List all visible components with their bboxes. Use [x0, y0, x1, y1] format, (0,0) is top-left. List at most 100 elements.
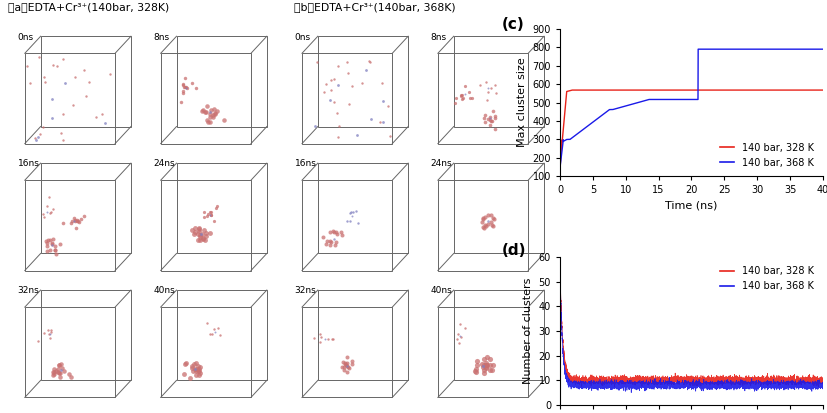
Point: [489, 125, 502, 132]
Point: [456, 92, 469, 98]
Y-axis label: Max cluster size: Max cluster size: [517, 58, 527, 147]
Point: [478, 361, 491, 368]
Point: [483, 362, 496, 368]
Point: [336, 358, 349, 365]
Text: 24ns: 24ns: [431, 159, 452, 169]
Point: [323, 242, 337, 248]
Point: [319, 81, 332, 88]
Point: [201, 320, 214, 326]
Point: [201, 211, 214, 218]
Point: [451, 330, 464, 337]
Point: [67, 102, 80, 109]
Point: [489, 114, 502, 121]
Point: [486, 223, 500, 230]
Point: [191, 237, 204, 244]
Point: [194, 236, 207, 243]
Point: [490, 90, 503, 97]
Point: [463, 94, 476, 101]
Point: [324, 77, 337, 83]
Point: [189, 85, 203, 92]
Point: [318, 335, 331, 342]
Point: [199, 229, 213, 236]
Point: [319, 241, 332, 247]
Point: [203, 330, 217, 337]
Point: [203, 109, 217, 115]
Point: [324, 229, 337, 236]
Point: [50, 368, 63, 375]
Text: 40ns: 40ns: [153, 286, 175, 295]
Point: [70, 218, 84, 225]
Point: [46, 62, 60, 68]
Point: [323, 237, 337, 244]
Point: [189, 360, 203, 366]
Point: [471, 362, 484, 368]
Point: [345, 357, 358, 364]
Point: [324, 87, 337, 93]
Point: [476, 215, 490, 221]
Point: [363, 58, 376, 64]
Point: [345, 213, 358, 220]
Point: [198, 209, 211, 215]
Text: 0ns: 0ns: [17, 33, 34, 42]
Point: [341, 354, 354, 361]
Point: [179, 360, 193, 367]
Point: [185, 365, 198, 371]
Point: [192, 363, 205, 370]
Point: [480, 364, 493, 371]
Point: [470, 369, 483, 375]
Point: [346, 82, 359, 89]
Point: [62, 371, 75, 377]
Point: [360, 66, 373, 73]
Point: [40, 203, 53, 209]
Point: [200, 116, 213, 123]
Point: [181, 85, 194, 91]
Point: [458, 83, 471, 89]
Point: [479, 360, 492, 366]
Point: [176, 82, 189, 88]
Point: [68, 218, 81, 224]
Point: [485, 222, 499, 228]
Text: （a）EDTA+Cr³⁺(140bar, 328K): （a）EDTA+Cr³⁺(140bar, 328K): [8, 2, 170, 12]
Point: [485, 85, 498, 91]
Point: [481, 115, 495, 122]
Point: [208, 329, 222, 336]
Point: [454, 333, 467, 339]
Point: [365, 116, 378, 123]
Point: [44, 335, 57, 342]
Point: [46, 368, 60, 375]
Point: [38, 79, 51, 85]
Point: [483, 355, 496, 362]
Point: [45, 96, 59, 102]
Point: [336, 364, 349, 371]
Point: [46, 371, 60, 378]
Point: [70, 217, 84, 223]
Point: [339, 360, 352, 367]
Point: [341, 359, 354, 366]
Point: [376, 98, 390, 104]
Point: [476, 223, 490, 230]
Point: [489, 113, 502, 119]
Y-axis label: Number of clusters: Number of clusters: [523, 278, 533, 384]
Point: [28, 135, 41, 141]
Point: [208, 111, 222, 118]
Point: [189, 365, 202, 372]
Point: [327, 98, 341, 105]
Point: [478, 221, 491, 228]
Point: [313, 330, 327, 337]
Point: [344, 209, 357, 215]
Point: [55, 129, 68, 136]
Point: [201, 212, 214, 219]
Point: [179, 74, 192, 81]
Point: [330, 228, 343, 235]
Point: [364, 59, 377, 65]
Point: [206, 330, 219, 337]
Point: [45, 240, 59, 247]
Point: [44, 237, 57, 244]
Point: [77, 213, 90, 219]
Point: [207, 326, 220, 332]
Point: [486, 214, 500, 221]
Point: [477, 370, 490, 376]
Point: [30, 136, 43, 143]
Point: [327, 75, 341, 82]
Text: 32ns: 32ns: [17, 286, 39, 295]
